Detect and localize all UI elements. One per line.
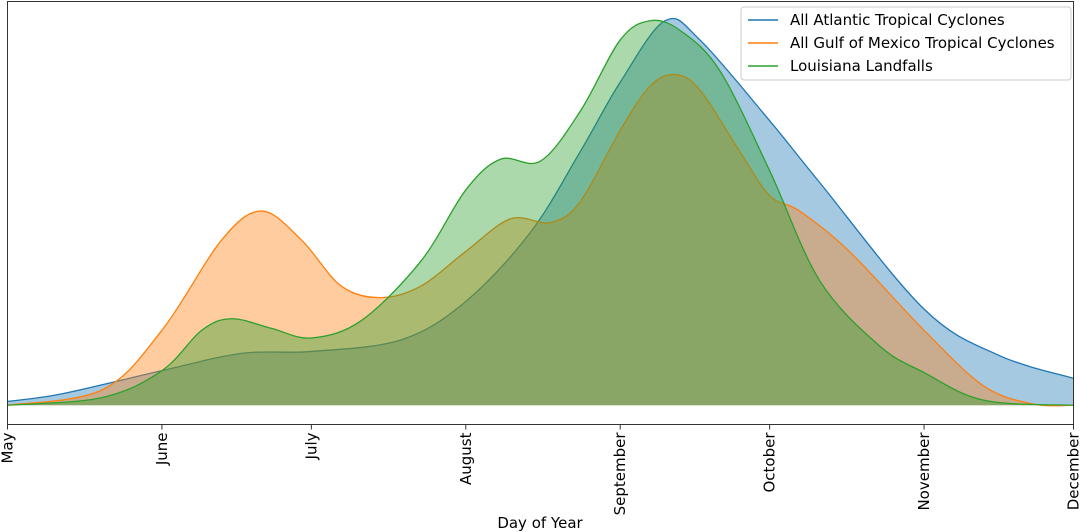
x-tick-label: November — [915, 432, 933, 511]
x-tick-label: July — [302, 432, 320, 460]
legend: All Atlantic Tropical Cyclones All Gulf o… — [740, 6, 1072, 81]
x-tick-label: September — [611, 432, 629, 516]
area-fill-series-0 — [7, 18, 1074, 406]
x-axis-label: Day of Year — [497, 514, 583, 532]
x-tick-label: October — [761, 432, 779, 493]
x-axis-ticks: May June July August September October Novembe… — [0, 424, 1080, 516]
line-series-2 — [7, 19, 1074, 406]
plot-areas — [7, 17, 1074, 407]
area-fill-series-1 — [7, 74, 1074, 406]
x-tick-label: August — [457, 432, 475, 485]
x-tick-label: May — [0, 432, 17, 463]
x-tick-label: December — [1065, 432, 1080, 511]
line-series-1 — [7, 73, 1074, 407]
legend-entry: All Atlantic Tropical Cyclones — [790, 11, 1005, 29]
axes-frame — [7, 1, 1074, 425]
line-series-0 — [7, 17, 1074, 403]
area-fill-series-2 — [7, 20, 1074, 406]
x-tick-label: June — [153, 433, 171, 467]
legend-entry: Louisiana Landfalls — [790, 57, 933, 75]
legend-box — [740, 6, 1072, 81]
legend-entry: All Gulf of Mexico Tropical Cyclones — [790, 34, 1055, 52]
